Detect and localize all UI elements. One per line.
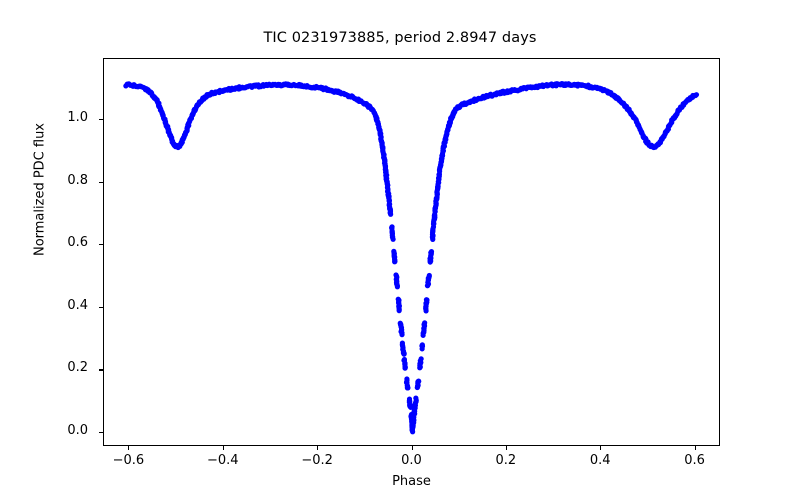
x-tick-mark bbox=[411, 446, 413, 450]
y-axis-label: Normalized PDC flux bbox=[32, 122, 48, 257]
x-tick-mark bbox=[128, 446, 130, 450]
x-tick-label: 0.2 bbox=[495, 453, 517, 468]
y-tick-label: 0.0 bbox=[67, 423, 88, 439]
y-tick-mark bbox=[99, 119, 103, 121]
x-tick-label: −0.2 bbox=[301, 453, 333, 468]
y-tick-mark bbox=[99, 432, 103, 434]
x-tick-label: 0.4 bbox=[589, 453, 611, 468]
x-tick-mark bbox=[694, 446, 696, 450]
x-tick-label: −0.6 bbox=[112, 453, 145, 468]
x-tick-label: 0.0 bbox=[401, 453, 422, 468]
x-tick-mark bbox=[222, 446, 224, 450]
y-tick-mark bbox=[99, 306, 103, 309]
x-tick-label: −0.4 bbox=[206, 453, 239, 468]
page-title: TIC 0231973885, period 2.8947 days bbox=[263, 30, 537, 46]
x-tick-label: 0.6 bbox=[684, 453, 705, 468]
y-tick-label: 1.0 bbox=[67, 110, 88, 126]
scatter-series-phase-folded-flux bbox=[123, 81, 700, 435]
y-tick-mark bbox=[99, 369, 103, 371]
y-tick-label: 0.8 bbox=[67, 172, 88, 188]
plot-area bbox=[103, 58, 720, 446]
y-tick-mark bbox=[99, 181, 103, 183]
y-tick-label: 0.4 bbox=[67, 297, 88, 313]
x-tick-mark bbox=[505, 446, 507, 450]
y-tick-label: 0.2 bbox=[67, 360, 88, 376]
y-tick-label: 0.6 bbox=[67, 235, 88, 251]
x-tick-mark bbox=[317, 446, 319, 450]
y-tick-mark bbox=[99, 244, 103, 246]
x-axis-label: Phase bbox=[392, 474, 431, 489]
x-tick-mark bbox=[600, 446, 602, 450]
